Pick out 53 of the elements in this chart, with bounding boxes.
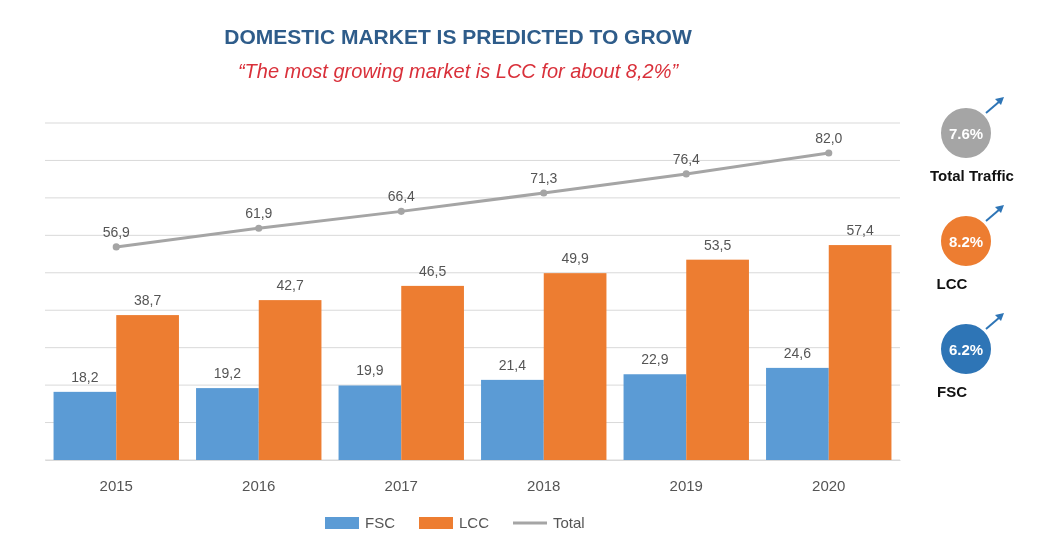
bar <box>481 379 544 460</box>
point <box>540 189 548 197</box>
x-tick-label: 2019 <box>669 476 703 494</box>
text: 6.2% <box>948 341 984 358</box>
bar <box>196 388 259 460</box>
point <box>255 224 263 232</box>
bar <box>53 391 117 460</box>
bar <box>338 385 402 460</box>
bar <box>686 259 749 460</box>
data-label: 19,9 <box>356 362 384 379</box>
text: FSC <box>937 383 968 400</box>
data-label: 76,4 <box>672 150 701 167</box>
data-label: 46,5 <box>418 262 447 279</box>
data-label: 19,2 <box>213 365 242 382</box>
point <box>112 243 120 251</box>
bar <box>623 374 687 460</box>
data-label: 71,3 <box>530 170 558 187</box>
data-label: 24,6 <box>783 344 812 361</box>
bar <box>543 273 607 460</box>
x-tick-label: 2016 <box>242 476 276 494</box>
data-label: 57,4 <box>846 222 874 239</box>
bar <box>828 245 892 460</box>
bar <box>258 300 322 460</box>
legend-label: LCC <box>459 514 490 531</box>
text: 8.2% <box>948 233 984 250</box>
data-label: 82,0 <box>815 129 843 146</box>
data-label: 49,9 <box>561 250 589 267</box>
chart-subtitle: “The most growing market is LCC for about 8,2%” <box>237 60 680 82</box>
legend-label: Total <box>553 514 585 531</box>
point <box>825 149 833 157</box>
data-label: 22,9 <box>641 351 669 368</box>
data-label: 38,7 <box>133 292 162 309</box>
text: 7.6% <box>948 125 984 142</box>
bar <box>401 285 464 460</box>
point <box>397 207 405 215</box>
data-label: 56,9 <box>102 223 131 240</box>
bar <box>116 315 179 460</box>
legend-label: FSC <box>365 514 396 531</box>
data-label: 61,9 <box>245 205 273 222</box>
chart-title: DOMESTIC MARKET IS PREDICTED TO GROW <box>224 25 692 48</box>
data-label: 21,4 <box>498 356 527 373</box>
text: LCC <box>936 275 968 292</box>
text: Total Traffic <box>930 167 1014 184</box>
x-tick-label: 2017 <box>384 476 418 494</box>
data-label: 42,7 <box>276 277 304 294</box>
data-label: 18,2 <box>71 368 99 385</box>
bar <box>766 367 829 460</box>
data-label: 53,5 <box>703 236 732 253</box>
x-tick-label: 2018 <box>527 476 561 494</box>
point <box>682 170 690 178</box>
x-tick-label: 2020 <box>812 476 846 494</box>
data-label: 66,4 <box>387 188 416 205</box>
x-tick-label: 2015 <box>99 476 133 494</box>
